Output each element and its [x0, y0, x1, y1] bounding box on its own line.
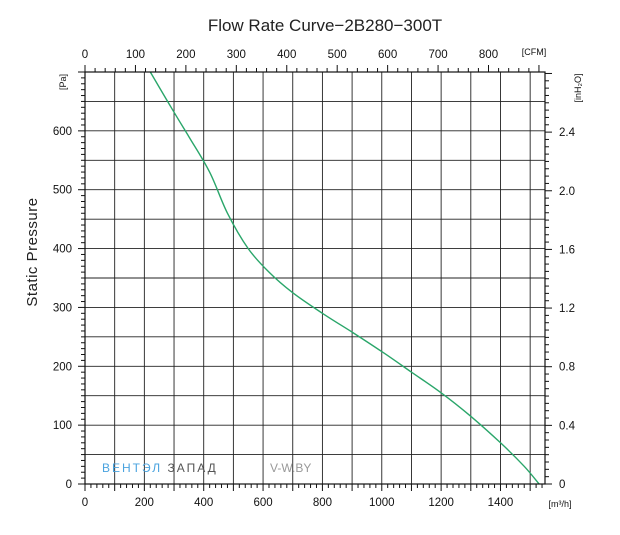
y-right-tick-label: 0.4 [559, 420, 576, 432]
x-top-tick-label: 0 [82, 49, 88, 61]
y-left-tick-label: 400 [53, 244, 72, 256]
y-right-tick-label: 1.2 [559, 303, 575, 315]
x-bottom-tick-label: 1000 [369, 497, 395, 509]
x-top-tick-label: 300 [227, 49, 246, 61]
series-line [149, 71, 540, 485]
y-left-unit: [Pa] [58, 74, 68, 90]
x-top-tick-label: 100 [126, 49, 145, 61]
x-top-tick-label: 600 [378, 49, 397, 61]
y-axis-label: Static Pressure [24, 197, 41, 306]
watermark: ВЕНТЭЛ ЗАПАД V-W.BY [102, 461, 311, 475]
y-left-tick-label: 600 [53, 126, 72, 138]
x-bottom-tick-label: 200 [135, 497, 154, 509]
y-right-unit: [inH₂O] [573, 74, 583, 103]
y-left-tick-label: 200 [53, 361, 72, 373]
svg-text:ВЕНТЭЛ ЗАПАД: ВЕНТЭЛ ЗАПАД [102, 461, 218, 475]
y-left-tick-label: 300 [53, 302, 72, 314]
x-bottom-tick-label: 1400 [488, 497, 514, 509]
plot-frame [84, 71, 546, 485]
y-right-tick-label: 0.8 [559, 362, 575, 374]
watermark-brand-2: ЗАПАД [167, 461, 217, 475]
watermark-brand-1: ВЕНТЭЛ [102, 461, 162, 475]
y-left-tick-label: 500 [53, 185, 72, 197]
x-bottom-tick-label: 400 [194, 497, 213, 509]
watermark-site: V-W.BY [270, 461, 311, 475]
x-bottom-tick-label: 0 [82, 497, 88, 509]
x-bottom-tick-label: 600 [253, 497, 272, 509]
series-layer [149, 71, 540, 485]
x-top-unit: [CFM] [522, 47, 547, 57]
x-bottom-tick-label: 1200 [428, 497, 454, 509]
y-right-tick-label: 0 [559, 479, 565, 491]
axis-ticks [78, 65, 552, 491]
x-top-tick-label: 800 [479, 49, 498, 61]
y-left-tick-label: 100 [53, 420, 72, 432]
chart-title: Flow Rate Curve−2B280−300T [208, 16, 442, 35]
y-right-tick-label: 1.6 [559, 244, 575, 256]
x-top-tick-label: 400 [277, 49, 296, 61]
y-right-tick-label: 2.0 [559, 186, 575, 198]
y-left-tick-label: 0 [66, 479, 72, 491]
grid-lines [85, 72, 545, 484]
x-top-tick-label: 200 [176, 49, 195, 61]
x-top-tick-label: 500 [328, 49, 347, 61]
x-bottom-tick-label: 800 [313, 497, 332, 509]
y-right-tick-label: 2.4 [559, 127, 576, 139]
x-top-tick-label: 700 [428, 49, 447, 61]
x-bottom-unit: [m³/h] [548, 499, 571, 509]
